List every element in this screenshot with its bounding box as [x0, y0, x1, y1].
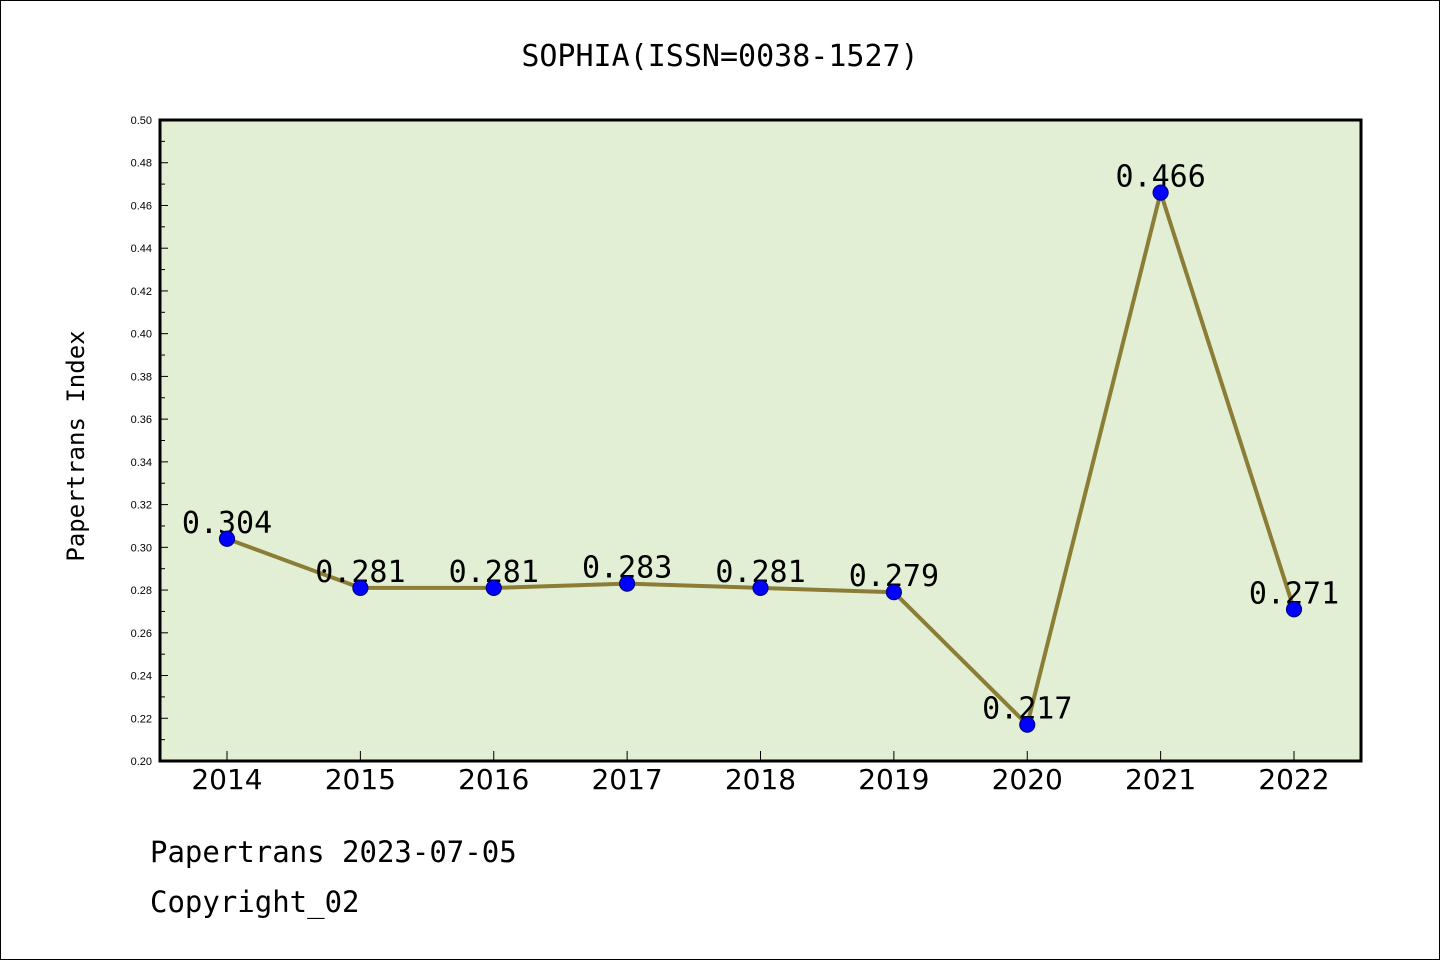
y-axis-label: Papertrans Index: [62, 330, 90, 561]
y-tick-label: 0.50: [131, 115, 152, 127]
x-axis: 2014 2015 2016 2017 2018 2019 2020 2021 2022: [191, 751, 1330, 796]
x-tick-label: 2015: [325, 763, 396, 796]
y-tick-label: 0.48: [131, 158, 152, 170]
data-point: [752, 579, 769, 597]
y-tick-label: 0.34: [131, 457, 152, 469]
chart-title: SOPHIA(ISSN=0038-1527): [521, 39, 918, 74]
y-tick-label: 0.30: [131, 542, 152, 554]
footer-date: Papertrans 2023-07-05: [150, 835, 517, 869]
data-points: [218, 184, 1303, 733]
y-tick-label: 0.38: [131, 371, 152, 383]
y-tick-label: 0.36: [131, 414, 152, 426]
data-point: [352, 579, 369, 597]
plot-area: [160, 120, 1361, 761]
x-tick-label: 2018: [725, 763, 796, 796]
data-point: [1285, 601, 1303, 618]
y-tick-label: 0.44: [131, 243, 152, 255]
data-point: [218, 530, 236, 547]
x-tick-label: 2019: [858, 763, 929, 796]
data-point: [1152, 184, 1169, 201]
footer-copyright: Copyright_02: [150, 885, 360, 919]
y-tick-label: 0.26: [131, 628, 152, 640]
y-tick-label: 0.24: [131, 671, 152, 683]
x-tick-label: 2022: [1258, 763, 1329, 796]
x-tick-label: 2014: [191, 763, 262, 796]
x-tick-label: 2020: [992, 763, 1063, 796]
y-tick-label: 0.20: [131, 756, 152, 768]
y-tick-label: 0.46: [131, 200, 152, 212]
y-tick-label: 0.40: [131, 329, 152, 341]
y-tick-label: 0.32: [131, 500, 152, 512]
data-point: [619, 575, 636, 592]
plot-border: [158, 118, 1363, 763]
data-point: [1019, 716, 1036, 733]
x-tick-label: 2021: [1125, 763, 1196, 796]
y-tick-label: 0.42: [131, 286, 152, 298]
x-tick-label: 2017: [591, 763, 662, 796]
data-point: [485, 579, 502, 597]
data-point: [885, 584, 902, 601]
y-tick-label: 0.22: [131, 713, 152, 725]
y-tick-label: 0.28: [131, 585, 152, 597]
x-tick-label: 2016: [458, 763, 529, 796]
